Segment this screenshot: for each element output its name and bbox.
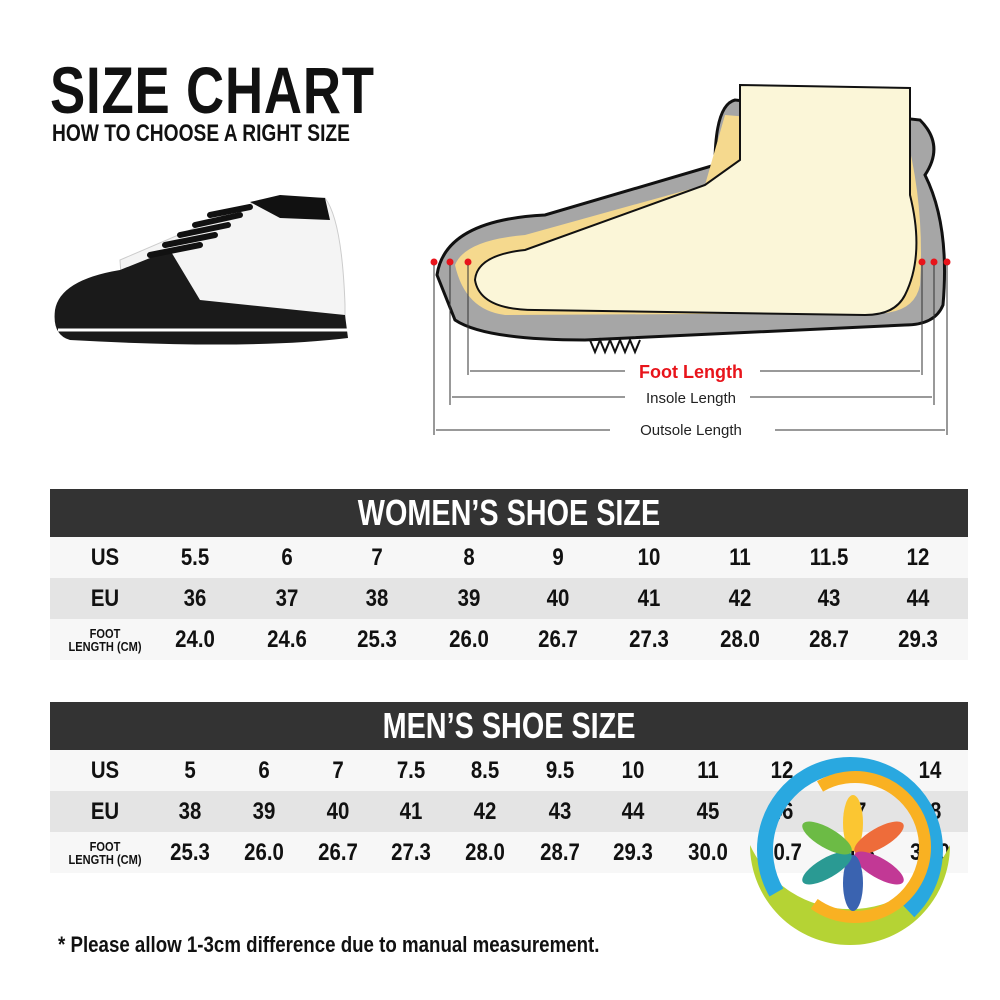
table-cell: 14	[918, 756, 942, 784]
row-label: EU	[90, 797, 120, 825]
table-cell: 11	[729, 543, 751, 571]
table-cell: 38	[178, 797, 202, 825]
table-title: MEN’S SHOE SIZE	[50, 702, 968, 750]
table-cell: 42	[473, 797, 497, 825]
table-cell: 43	[817, 584, 841, 612]
table-cell: 40	[546, 584, 570, 612]
row-label: FOOT LENGTH (CM)	[68, 627, 141, 653]
table-cell: 41	[399, 797, 423, 825]
table-cell: 29.3	[613, 838, 653, 866]
table-cell: 7	[332, 756, 344, 784]
table-cell: 9.5	[545, 756, 575, 784]
table-cell: 5	[184, 756, 196, 784]
table-cell: 44	[621, 797, 645, 825]
table-cell: 5.5	[180, 543, 210, 571]
table-title: WOMEN’S SHOE SIZE	[50, 489, 968, 537]
table-cell: 26.7	[538, 625, 578, 653]
row-label: FOOT LENGTH (CM)	[68, 840, 141, 866]
table-row: EU 36 37 38 39 40 41 42 43 44	[50, 578, 968, 619]
womens-size-table: WOMEN’S SHOE SIZE US 5.5 6 7 8 9 10 11 11.5 12 EU 3…	[50, 489, 968, 660]
row-label-line: FOOT	[89, 625, 121, 641]
insole-length-label: Insole Length	[646, 390, 736, 407]
foot-measurement-diagram: Foot Length Insole Length Outsole Length	[430, 83, 951, 439]
page-title: SIZE CHART	[50, 53, 375, 127]
table-cell: 12	[770, 756, 794, 784]
table-cell: 36	[183, 584, 207, 612]
table-cell: 26.0	[449, 625, 489, 653]
table-cell: 10	[621, 756, 645, 784]
sneaker-image	[54, 195, 349, 345]
table-cell: 28.7	[809, 625, 849, 653]
table-cell: 6	[258, 756, 270, 784]
table-cell: 45	[696, 797, 720, 825]
table-cell: 25.3	[357, 625, 397, 653]
table-cell: 38	[365, 584, 389, 612]
table-cell: 6	[281, 543, 293, 571]
table-cell: 11.5	[809, 543, 849, 571]
table-cell: 25.3	[170, 838, 210, 866]
table-cell: 24.0	[175, 625, 215, 653]
table-cell: 43	[548, 797, 572, 825]
table-cell: 39	[252, 797, 276, 825]
table-row: US 5.5 6 7 8 9 10 11 11.5 12	[50, 537, 968, 578]
table-cell: 42	[728, 584, 752, 612]
row-label: US	[90, 756, 120, 784]
table-cell: 9	[552, 543, 564, 571]
row-label: EU	[90, 584, 120, 612]
table-cell: 44	[906, 584, 930, 612]
table-cell: 37	[275, 584, 299, 612]
table-cell: 12	[906, 543, 930, 571]
outsole-length-label: Outsole Length	[640, 422, 742, 439]
table-cell: 28.0	[465, 838, 505, 866]
row-label-line: LENGTH (CM)	[68, 851, 142, 867]
row-label-line: LENGTH (CM)	[68, 638, 142, 654]
table-cell: 11	[697, 756, 719, 784]
row-label-line: FOOT	[89, 838, 121, 854]
table-cell: 8.5	[470, 756, 500, 784]
table-cell: 7.5	[396, 756, 426, 784]
table-cell: 29.3	[898, 625, 938, 653]
table-cell: 10	[637, 543, 661, 571]
table-cell: 41	[637, 584, 661, 612]
table-cell: 28.0	[720, 625, 760, 653]
table-cell: 24.6	[267, 625, 307, 653]
page-subtitle: HOW TO CHOOSE A RIGHT SIZE	[52, 120, 350, 147]
table-cell: 7	[371, 543, 383, 571]
table-cell: 26.7	[318, 838, 358, 866]
watermark-logo	[750, 757, 950, 945]
table-cell: 40	[326, 797, 350, 825]
table-cell: 30.0	[688, 838, 728, 866]
table-row: FOOT LENGTH (CM) 24.0 24.6 25.3 26.0 26.7 27.3 2…	[50, 619, 968, 660]
footnote: * Please allow 1-3cm difference due to m…	[58, 932, 600, 957]
foot-length-label: Foot Length	[639, 362, 743, 382]
row-label: US	[90, 543, 120, 571]
table-cell: 26.0	[244, 838, 284, 866]
table-cell: 27.3	[629, 625, 669, 653]
table-cell: 8	[463, 543, 475, 571]
table-row: US 5 6 7 7.5 8.5 9.5 10 11 12 13 14	[50, 750, 968, 791]
table-cell: 39	[457, 584, 481, 612]
table-cell: 27.3	[391, 838, 431, 866]
table-cell: 28.7	[540, 838, 580, 866]
